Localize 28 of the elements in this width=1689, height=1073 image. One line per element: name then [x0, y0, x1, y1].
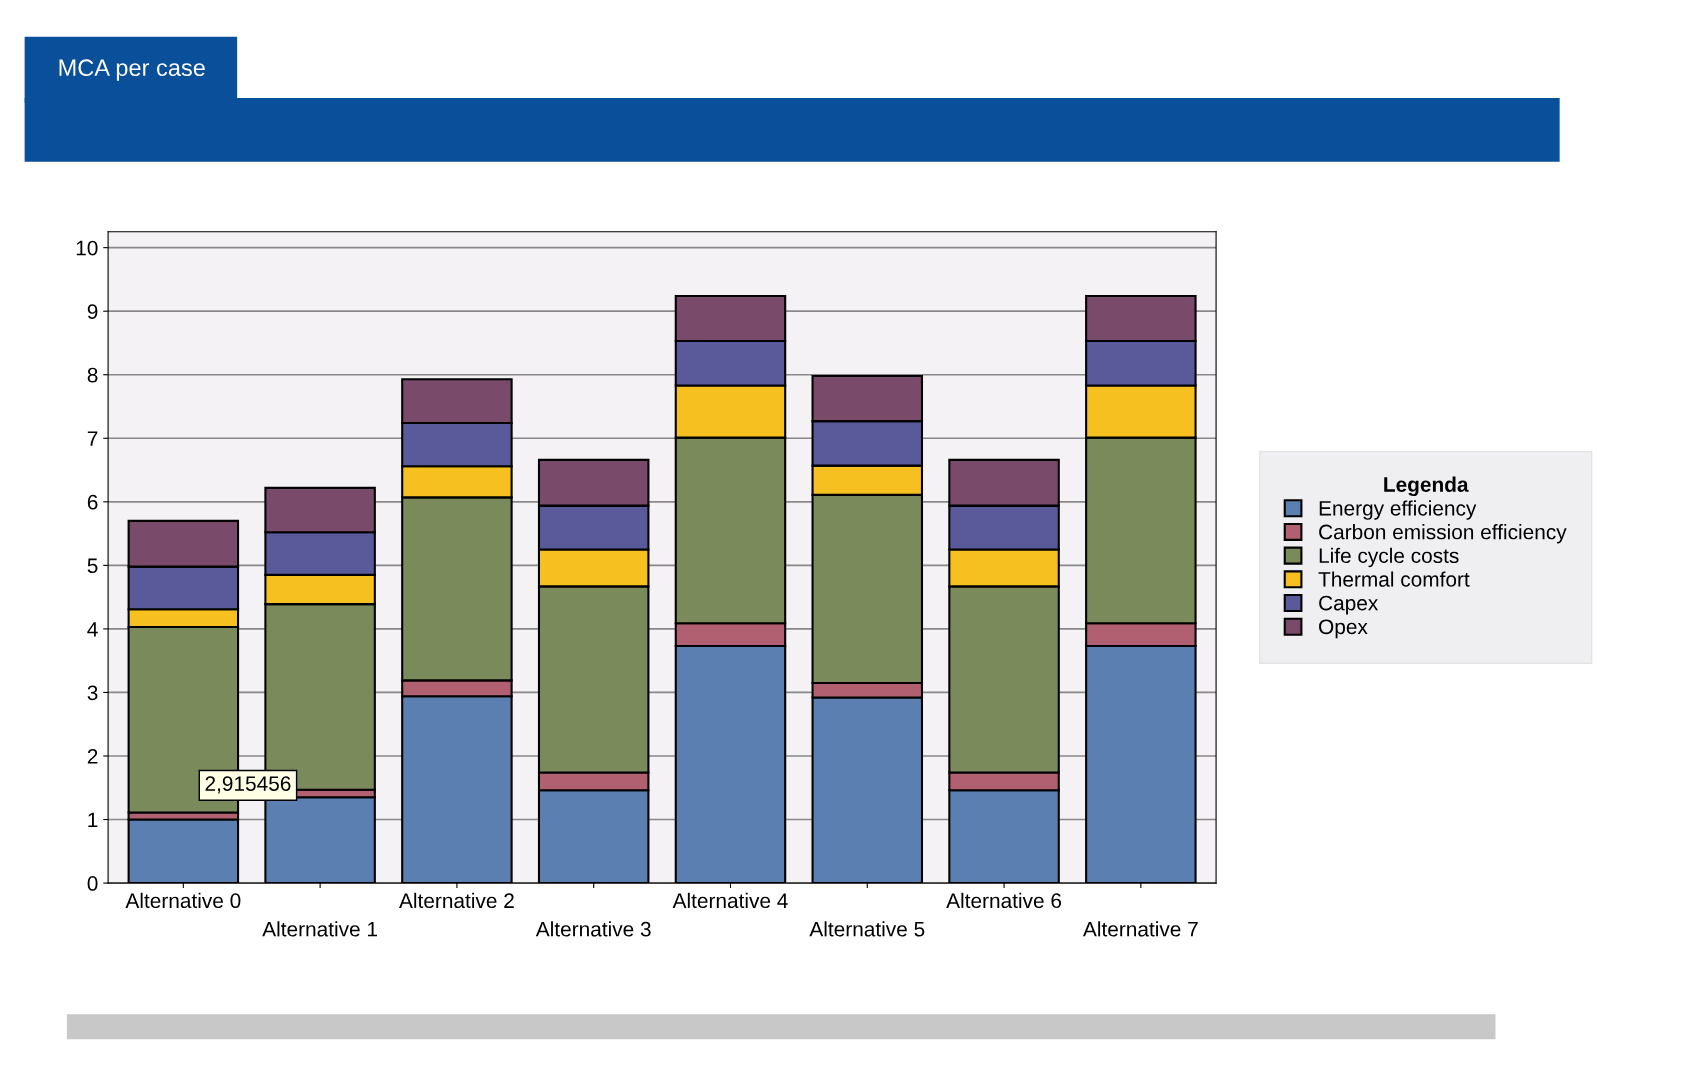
y-tick-label: 3	[87, 685, 98, 701]
legend-label: Energy efficiency	[1319, 500, 1477, 520]
legend-label: Life cycle costs	[1319, 547, 1459, 568]
x-tick-label: Alternative 2	[399, 892, 514, 909]
x-tick-label: Alternative 6	[946, 892, 1062, 909]
y-tick-label: 1	[88, 812, 98, 828]
legend-label: Thermal comfort	[1318, 571, 1470, 587]
legend-label: Carbon emission efficiency	[1319, 524, 1567, 544]
legend-title: Legenda	[1384, 476, 1469, 497]
y-tick-label: 7	[87, 431, 98, 446]
annotation: 2,915456	[205, 776, 291, 794]
legend-label: Capex	[1319, 595, 1379, 615]
x-tick-label: Alternative 7	[1082, 921, 1198, 937]
x-tick-label: Alternative 4	[672, 892, 788, 909]
y-tick-label: 5	[87, 558, 98, 574]
x-tick-label: Alternative 0	[125, 892, 241, 909]
y-tick-label: 6	[87, 494, 98, 510]
chart-title: MCA per case	[59, 59, 205, 81]
y-tick-label: 2	[87, 749, 98, 764]
y-tick-label: 10	[76, 240, 98, 256]
y-tick-label: 8	[87, 367, 98, 383]
y-tick-label: 9	[87, 304, 98, 319]
y-tick-label: 4	[87, 622, 98, 637]
x-tick-label: Alternative 1	[262, 921, 378, 937]
x-tick-label: Alternative 3	[535, 921, 651, 937]
y-tick-label: 0	[87, 876, 98, 891]
x-tick-label: Alternative 5	[809, 921, 925, 937]
legend-label: Opex	[1319, 619, 1368, 639]
